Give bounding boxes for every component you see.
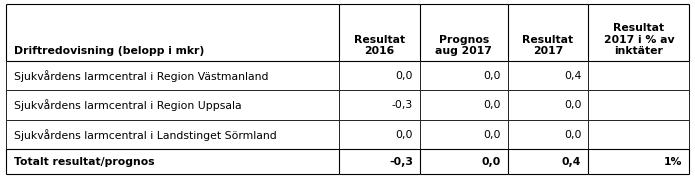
Text: 0,0: 0,0 [395, 71, 413, 81]
Text: Resultat
2017: Resultat 2017 [523, 35, 573, 56]
Text: 0,0: 0,0 [482, 157, 500, 167]
Bar [588, 61, 689, 90]
Bar [507, 90, 588, 120]
Bar [6, 90, 339, 120]
Text: Prognos
aug 2017: Prognos aug 2017 [435, 35, 492, 56]
Text: Resultat
2017 i % av
inktäter: Resultat 2017 i % av inktäter [603, 23, 674, 56]
Text: -0,3: -0,3 [392, 100, 413, 110]
Text: 0,0: 0,0 [483, 100, 500, 110]
Bar [420, 120, 507, 149]
Text: Sjukvårdens larmcentral i Region Uppsala: Sjukvårdens larmcentral i Region Uppsala [14, 99, 242, 111]
Text: Driftredovisning (belopp i mkr): Driftredovisning (belopp i mkr) [14, 46, 204, 56]
Bar [339, 120, 420, 149]
Bar [588, 90, 689, 120]
Text: 0,0: 0,0 [564, 130, 581, 140]
Bar [420, 61, 507, 90]
Text: 0,0: 0,0 [483, 71, 500, 81]
Text: Totalt resultat/prognos: Totalt resultat/prognos [14, 157, 154, 167]
Text: 0,4: 0,4 [562, 157, 581, 167]
Bar [507, 61, 588, 90]
Bar [339, 90, 420, 120]
Bar [507, 149, 588, 174]
Text: 0,0: 0,0 [564, 100, 581, 110]
Text: Sjukvårdens larmcentral i Region Västmanland: Sjukvårdens larmcentral i Region Västman… [14, 70, 268, 82]
Bar [420, 90, 507, 120]
Text: Resultat
2016: Resultat 2016 [354, 35, 405, 56]
Bar [6, 4, 339, 61]
Bar [420, 4, 507, 61]
Text: 0,4: 0,4 [564, 71, 581, 81]
Bar [588, 120, 689, 149]
Text: Sjukvårdens larmcentral i Landstinget Sörmland: Sjukvårdens larmcentral i Landstinget Sö… [14, 129, 277, 141]
Text: 1%: 1% [664, 157, 682, 167]
Bar [588, 149, 689, 174]
Bar [339, 4, 420, 61]
Bar [6, 149, 339, 174]
Bar [588, 4, 689, 61]
Bar [507, 120, 588, 149]
Text: 0,0: 0,0 [395, 130, 413, 140]
Bar [6, 120, 339, 149]
Bar [339, 61, 420, 90]
Text: 0,0: 0,0 [483, 130, 500, 140]
Bar [339, 149, 420, 174]
Bar [420, 149, 507, 174]
Text: -0,3: -0,3 [389, 157, 413, 167]
Bar [507, 4, 588, 61]
Bar [6, 61, 339, 90]
